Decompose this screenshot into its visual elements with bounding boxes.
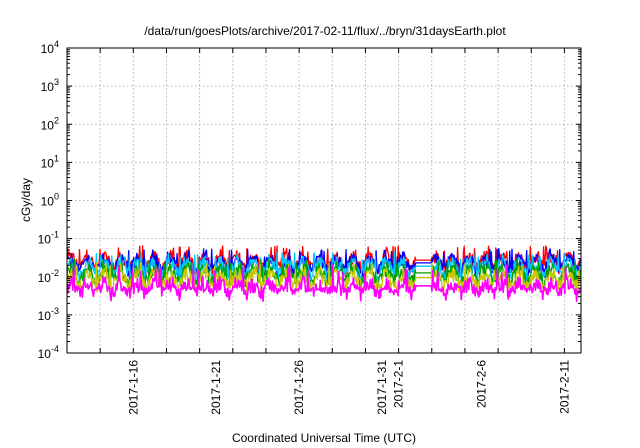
y-tick-label: 104 xyxy=(41,39,59,56)
y-tick-label: 100 xyxy=(41,192,59,209)
y-tick-label: 102 xyxy=(41,115,59,132)
y-tick-label: 10-3 xyxy=(38,306,59,323)
x-tick-label: 2017-1-31 xyxy=(375,360,389,415)
chart-title: /data/run/goesPlots/archive/2017-02-11/f… xyxy=(144,24,506,38)
series-line xyxy=(66,264,582,302)
y-tick-label: 10-4 xyxy=(38,344,59,361)
x-tick-label: 2017-2-1 xyxy=(392,360,406,408)
grid xyxy=(67,48,581,353)
x-tick-label: 2017-1-16 xyxy=(126,360,140,415)
x-tick-label: 2017-2-6 xyxy=(475,360,489,408)
x-axis: 2017-1-16 2017-1-21 2017-1-26 2017-1-31 2017… xyxy=(66,48,571,415)
y-tick-label: 101 xyxy=(41,153,59,170)
series-line xyxy=(66,258,582,290)
y-tick-label: 10-1 xyxy=(38,230,59,247)
y-tick-label: 103 xyxy=(41,77,59,94)
y-axis-label: cGy/day xyxy=(19,178,33,222)
x-tick-label: 2017-2-11 xyxy=(557,360,571,414)
y-axis: 10-4 10-3 10-2 10-1 100 101 102 103 104 xyxy=(38,39,581,361)
x-axis-label: Coordinated Universal Time (UTC) xyxy=(232,431,416,445)
x-tick-label: 2017-1-21 xyxy=(209,360,223,415)
series-layer xyxy=(66,245,582,302)
x-tick-label: 2017-1-26 xyxy=(292,360,306,415)
y-tick-label: 10-2 xyxy=(38,268,59,285)
series-line xyxy=(66,261,582,294)
